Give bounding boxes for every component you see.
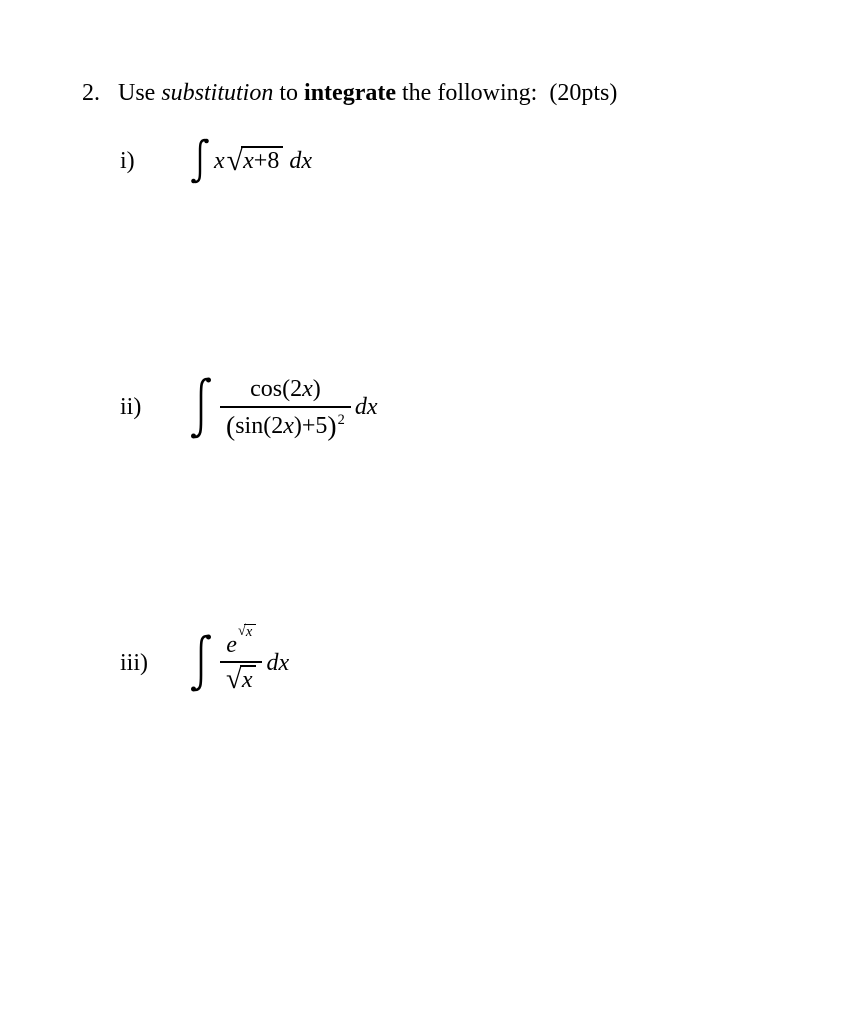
dx-ii: dx: [355, 394, 378, 421]
x-a: x: [302, 376, 313, 402]
question-number: 2.: [50, 80, 118, 107]
square: 2: [338, 412, 345, 428]
part-iii: iii) e √ x: [50, 631, 810, 697]
dx-iii: dx: [266, 650, 289, 677]
two-b: 2: [271, 413, 283, 439]
cos: cos: [250, 376, 282, 402]
x-b: x: [283, 413, 294, 439]
q-bold: integrate: [304, 80, 396, 106]
numerator-iii: e √ x: [220, 631, 262, 660]
x1: x: [214, 148, 225, 175]
e: e: [226, 633, 237, 657]
rad-plus: +: [254, 148, 268, 174]
integral-icon: [190, 633, 214, 693]
question-text: Use substitution to integrate the follow…: [118, 80, 810, 107]
part-i-math: x √ x+8 dx: [190, 137, 312, 185]
radicand-i: x+8: [241, 146, 283, 176]
q-mid: to: [273, 80, 304, 106]
numerator-ii: cos(2x): [244, 375, 327, 404]
sin: sin: [235, 413, 263, 439]
den-x: x: [242, 667, 253, 693]
integral-icon: [190, 137, 212, 185]
rad-x: x: [243, 148, 254, 174]
exponent: √ x: [238, 623, 256, 641]
question-line: 2. Use substitution to integrate the fol…: [50, 80, 810, 107]
part-ii-label: ii): [120, 394, 190, 421]
q-pre: Use: [118, 80, 161, 106]
part-ii: ii) cos(2x) (sin(2x)+5)2 dx: [50, 375, 810, 441]
plus-ii: +: [302, 413, 316, 439]
exp-x: x: [246, 624, 252, 640]
q-points: (20pts): [549, 80, 617, 106]
fraction-ii: cos(2x) (sin(2x)+5)2: [220, 375, 351, 441]
denominator-ii: (sin(2x)+5)2: [220, 410, 351, 441]
rad-const: 8: [267, 148, 279, 174]
part-i: i) x √ x+8 dx: [50, 137, 810, 185]
two-a: 2: [290, 376, 302, 402]
radical-exp: √ x: [238, 624, 256, 641]
denominator-iii: √ x: [220, 665, 262, 696]
part-iii-label: iii): [120, 650, 190, 677]
radical-i: √ x+8: [227, 146, 284, 176]
part-ii-math: cos(2x) (sin(2x)+5)2 dx: [190, 375, 377, 441]
e-power: e √ x: [226, 633, 256, 657]
dx-i: dx: [289, 148, 312, 175]
part-iii-math: e √ x √: [190, 631, 289, 697]
fraction-iii: e √ x √: [220, 631, 262, 697]
integral-icon: [190, 376, 214, 440]
radicand-den: x: [240, 665, 257, 694]
page: 2. Use substitution to integrate the fol…: [0, 0, 860, 786]
five: 5: [315, 413, 327, 439]
q-post: the following:: [396, 80, 537, 106]
fraction-bar: [220, 406, 351, 408]
part-i-label: i): [120, 148, 190, 175]
q-italic: substitution: [161, 80, 273, 106]
radicand-exp: x: [244, 624, 256, 641]
radical-den: √ x: [226, 665, 256, 694]
